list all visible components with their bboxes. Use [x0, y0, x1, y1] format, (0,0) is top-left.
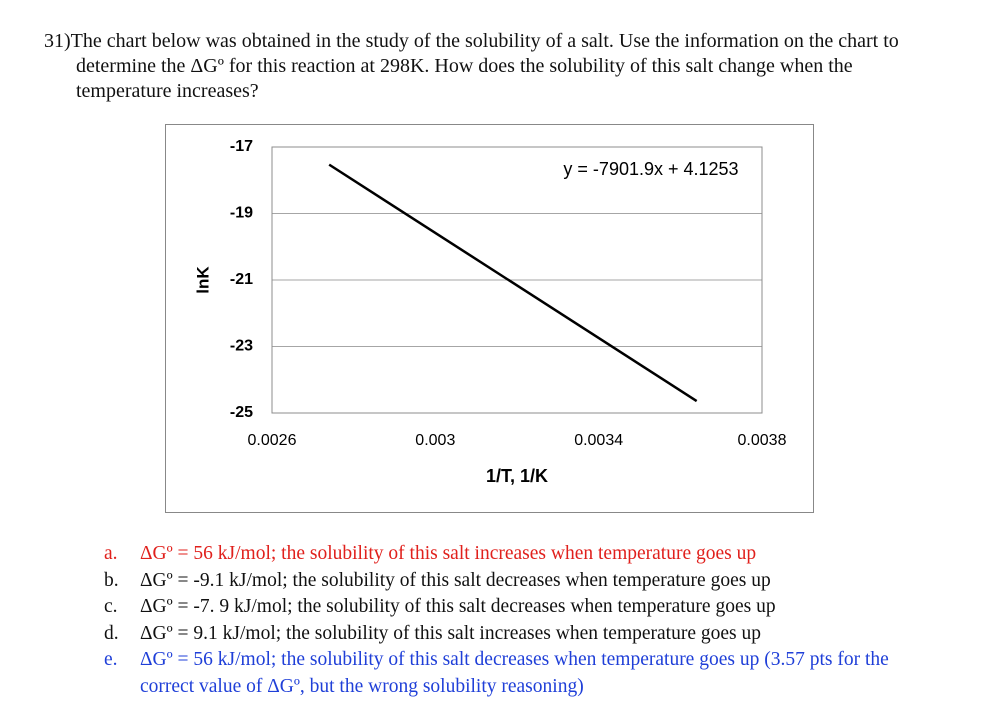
option-letter: e. — [104, 649, 118, 670]
option: a. ΔGº = 56 kJ/mol; the solubility of thi… — [104, 541, 944, 568]
y-tick-label: -25 — [230, 404, 253, 421]
x-tick-label: 0.0026 — [248, 432, 297, 449]
option-text: ΔGº = 9.1 kJ/mol; the solubility of this… — [140, 622, 761, 644]
option: b. ΔGº = -9.1 kJ/mol; the solubility of t… — [104, 568, 944, 595]
chart-frame — [165, 124, 814, 513]
option-letter: d. — [104, 622, 119, 644]
x-tick-label: 0.0038 — [738, 432, 787, 449]
x-tick-label: 0.003 — [415, 432, 455, 449]
option-text: ΔGº = -7. 9 kJ/mol; the solubility of th… — [140, 596, 776, 617]
option-text: ΔGº = 56 kJ/mol; the solubility of this … — [140, 649, 889, 697]
x-axis-label: 1/T, 1/K — [486, 466, 548, 486]
option-text: ΔGº = -9.1 kJ/mol; the solubility of thi… — [140, 569, 771, 591]
option-letter: c. — [104, 596, 118, 617]
y-axis-label: lnK — [193, 266, 212, 294]
option: d. ΔGº = 9.1 kJ/mol; the solubility of th… — [104, 621, 944, 648]
question: 31)The chart below was obtained in the s… — [44, 30, 899, 102]
plot-area — [271, 146, 763, 414]
y-tick-label: -19 — [230, 205, 253, 222]
trend-line — [328, 163, 698, 403]
option-text: ΔGº = 56 kJ/mol; the solubility of this … — [140, 543, 757, 564]
option: c. ΔGº = -7. 9 kJ/mol; the solubility of … — [104, 594, 944, 621]
y-tick-label: -17 — [230, 138, 253, 155]
y-tick-label: -21 — [230, 271, 253, 288]
equation: y = -7901.9x + 4.1253 — [563, 159, 738, 179]
option-letter: b. — [104, 569, 119, 591]
option: e. ΔGº = 56 kJ/mol; the solubility of thi… — [104, 647, 944, 700]
x-tick-label: 0.0034 — [574, 432, 623, 449]
option-letter: a. — [104, 543, 118, 564]
options: a. ΔGº = 56 kJ/mol; the solubility of thi… — [104, 541, 944, 700]
y-tick-label: -23 — [230, 338, 253, 355]
